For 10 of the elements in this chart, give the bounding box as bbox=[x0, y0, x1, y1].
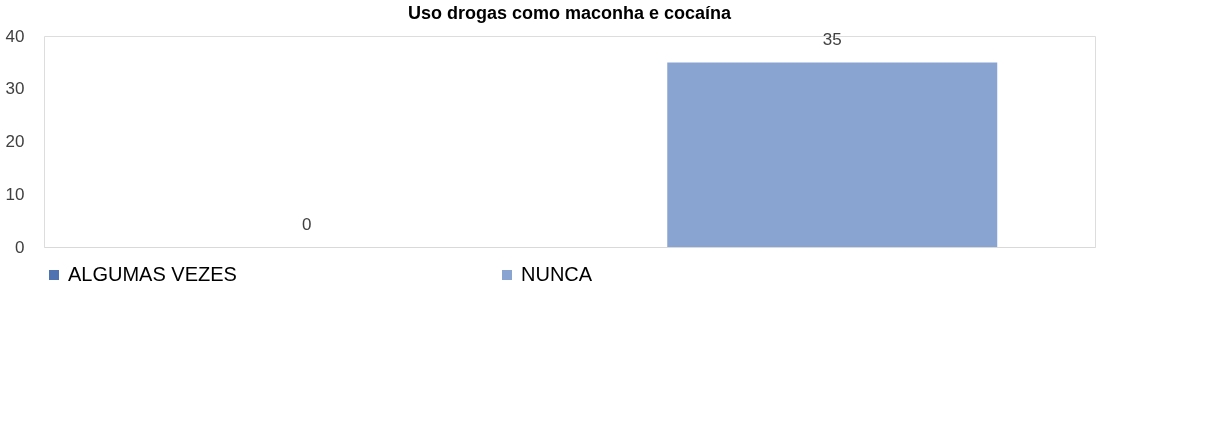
chart-title: Uso drogas como maconha e cocaína bbox=[407, 3, 733, 23]
y-tick-label: 30 bbox=[5, 79, 25, 99]
y-tick-label: 0 bbox=[15, 237, 25, 257]
legend-label: NUNCA bbox=[521, 263, 593, 285]
data-label: 35 bbox=[822, 30, 842, 50]
y-tick-label: 20 bbox=[5, 132, 25, 151]
y-tick-label: 10 bbox=[5, 184, 25, 204]
y-tick-label: 40 bbox=[5, 26, 25, 46]
legend-label: ALGUMAS VEZES bbox=[68, 263, 237, 285]
data-label: 0 bbox=[302, 215, 312, 234]
